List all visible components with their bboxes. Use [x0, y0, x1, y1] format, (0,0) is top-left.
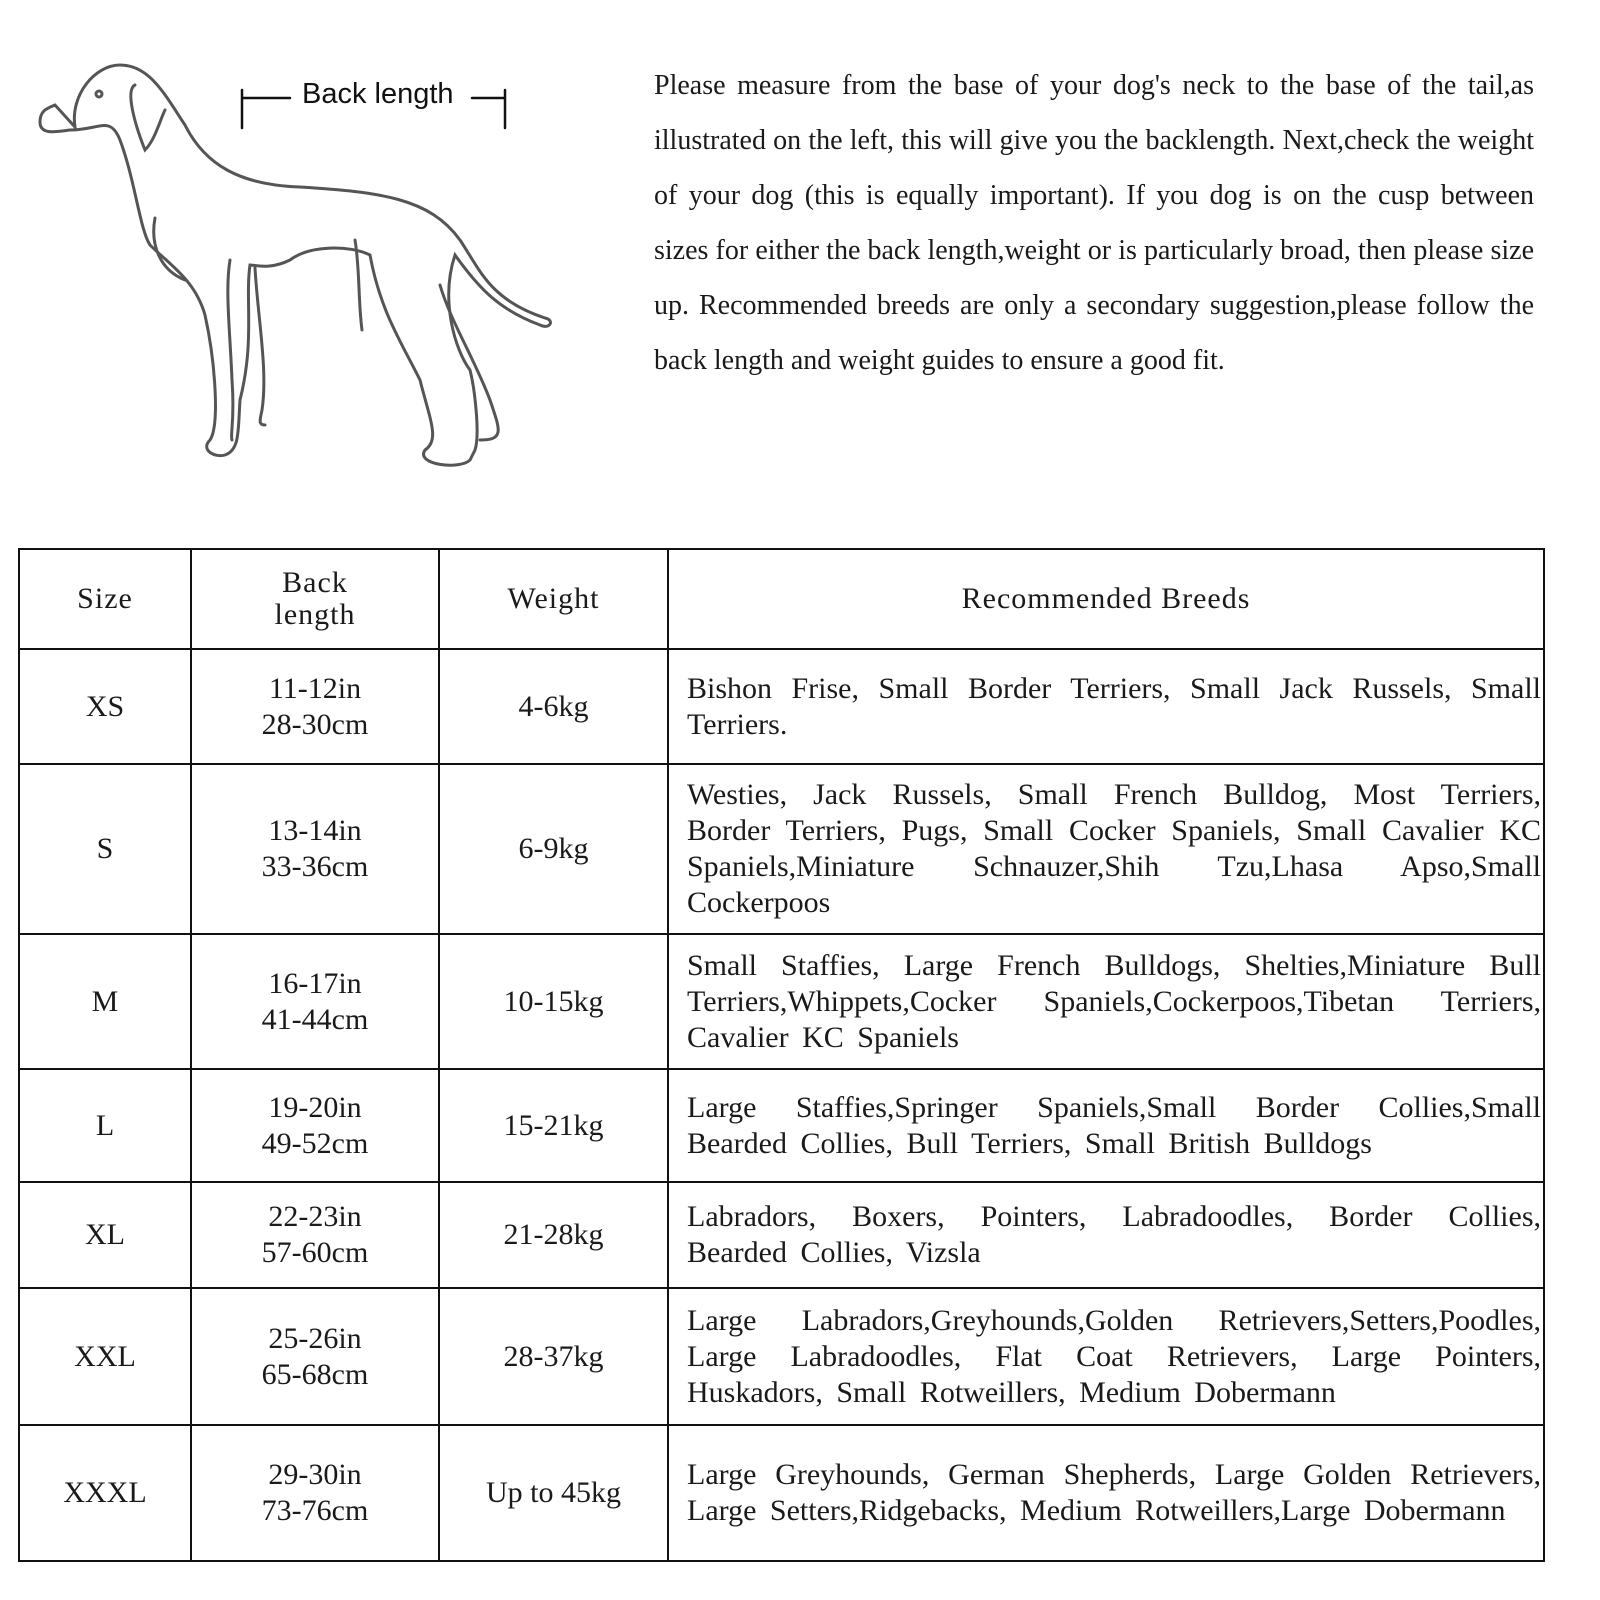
breeds-cell: Westies, Jack Russels, Small French Bull…	[667, 763, 1545, 935]
back-length-label: Back length	[302, 78, 454, 110]
table-row: XXXL 29-30in 73-76cm Up to 45kg Large Gre…	[18, 1424, 1545, 1562]
size-chart-table: Size Back length Weight Recommended Bree…	[18, 548, 1545, 1562]
breeds-cell: Large Greyhounds, German Shepherds, Larg…	[667, 1424, 1545, 1562]
weight-cell: Up to 45kg	[438, 1424, 669, 1562]
back-length-cell: 16-17in 41-44cm	[190, 933, 440, 1070]
size-cell: XXL	[18, 1287, 192, 1426]
breeds-cell: Bishon Frise, Small Border Terriers, Sma…	[667, 648, 1545, 765]
table-row: XL 22-23in 57-60cm 21-28kg Labradors, Box…	[18, 1181, 1545, 1289]
back-length-cell: 29-30in 73-76cm	[190, 1424, 440, 1562]
measuring-instructions: Please measure from the base of your dog…	[654, 70, 1534, 376]
back-length-cell: 22-23in 57-60cm	[190, 1181, 440, 1289]
table-header-row: Size Back length Weight Recommended Bree…	[18, 548, 1545, 650]
header-back-length: Back length	[190, 548, 440, 650]
size-cell: XS	[18, 648, 192, 765]
header-weight: Weight	[438, 548, 669, 650]
back-length-cell: 11-12in 28-30cm	[190, 648, 440, 765]
size-cell: XL	[18, 1181, 192, 1289]
size-cell: M	[18, 933, 192, 1070]
weight-cell: 28-37kg	[438, 1287, 669, 1426]
breeds-cell: Small Staffies, Large French Bulldogs, S…	[667, 933, 1545, 1070]
table-row: XS 11-12in 28-30cm 4-6kg Bishon Frise, Sm…	[18, 648, 1545, 765]
breeds-cell: Large Staffies,Springer Spaniels,Small B…	[667, 1068, 1545, 1183]
weight-cell: 6-9kg	[438, 763, 669, 935]
weight-cell: 4-6kg	[438, 648, 669, 765]
breeds-cell: Large Labradors,Greyhounds,Golden Retrie…	[667, 1287, 1545, 1426]
weight-cell: 10-15kg	[438, 933, 669, 1070]
table-row: S 13-14in 33-36cm 6-9kg Westies, Jack Rus…	[18, 763, 1545, 935]
back-length-cell: 25-26in 65-68cm	[190, 1287, 440, 1426]
table-row: M 16-17in 41-44cm 10-15kg Small Staffies,…	[18, 933, 1545, 1070]
size-cell: XXXL	[18, 1424, 192, 1562]
back-length-cell: 13-14in 33-36cm	[190, 763, 440, 935]
header-size: Size	[18, 548, 192, 650]
breeds-cell: Labradors, Boxers, Pointers, Labradoodle…	[667, 1181, 1545, 1289]
weight-cell: 21-28kg	[438, 1181, 669, 1289]
table-row: XXL 25-26in 65-68cm 28-37kg Large Labrado…	[18, 1287, 1545, 1426]
dog-outline-icon	[38, 63, 552, 467]
table-row: L 19-20in 49-52cm 15-21kg Large Staffies,…	[18, 1068, 1545, 1183]
weight-cell: 15-21kg	[438, 1068, 669, 1183]
size-cell: L	[18, 1068, 192, 1183]
back-length-cell: 19-20in 49-52cm	[190, 1068, 440, 1183]
header-breeds: Recommended Breeds	[667, 548, 1545, 650]
size-cell: S	[18, 763, 192, 935]
